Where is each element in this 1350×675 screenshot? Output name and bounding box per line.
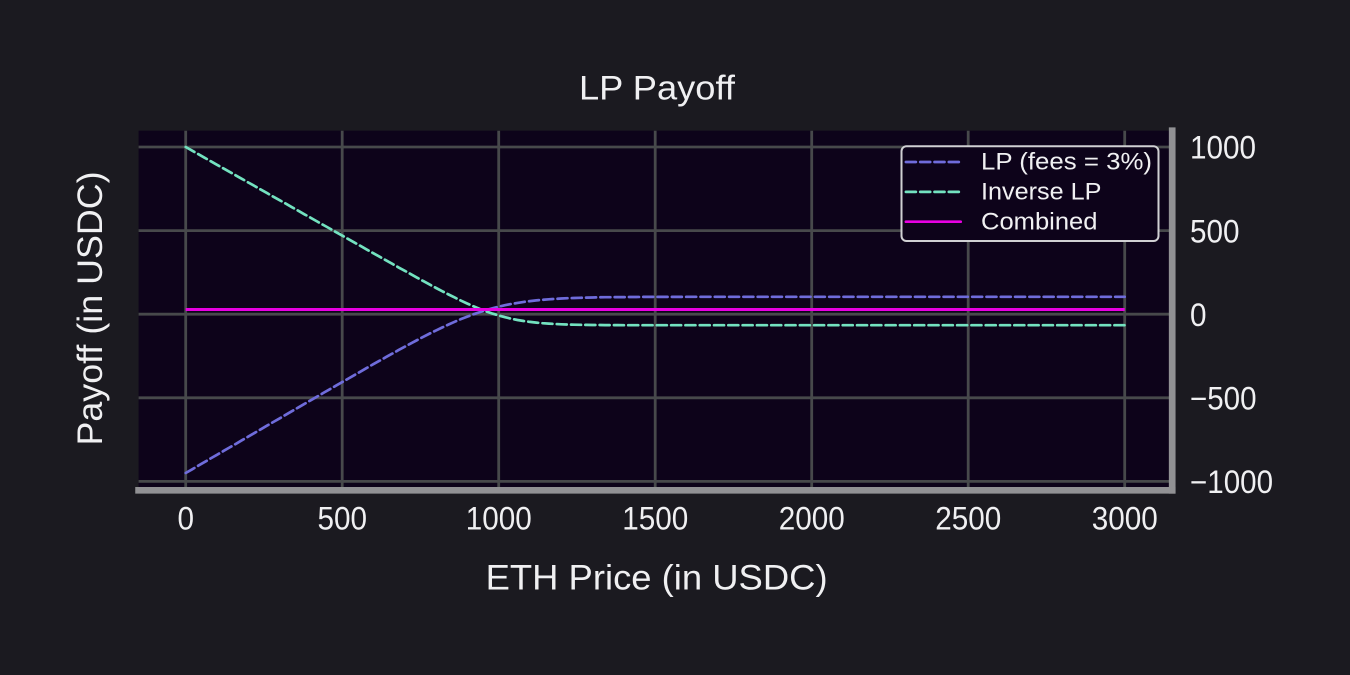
svg-text:0: 0 [177,501,194,537]
svg-text:3000: 3000 [1092,501,1158,537]
svg-text:−500: −500 [1190,381,1257,417]
svg-text:LP (fees = 3%): LP (fees = 3%) [981,149,1152,176]
svg-text:LP Payoff: LP Payoff [579,70,736,108]
svg-text:ETH Price (in USDC): ETH Price (in USDC) [486,559,828,598]
svg-text:1000: 1000 [1190,130,1256,166]
svg-text:1000: 1000 [466,501,532,537]
svg-text:Combined: Combined [981,208,1098,235]
svg-text:−1000: −1000 [1190,464,1273,500]
svg-text:2500: 2500 [935,501,1001,537]
svg-text:2000: 2000 [779,501,845,537]
svg-text:Payoff (in USDC): Payoff (in USDC) [71,172,110,446]
svg-text:0: 0 [1190,297,1207,333]
svg-text:Inverse LP: Inverse LP [981,179,1102,206]
svg-text:500: 500 [1190,213,1240,249]
svg-text:1500: 1500 [622,501,688,537]
svg-text:500: 500 [317,501,367,537]
